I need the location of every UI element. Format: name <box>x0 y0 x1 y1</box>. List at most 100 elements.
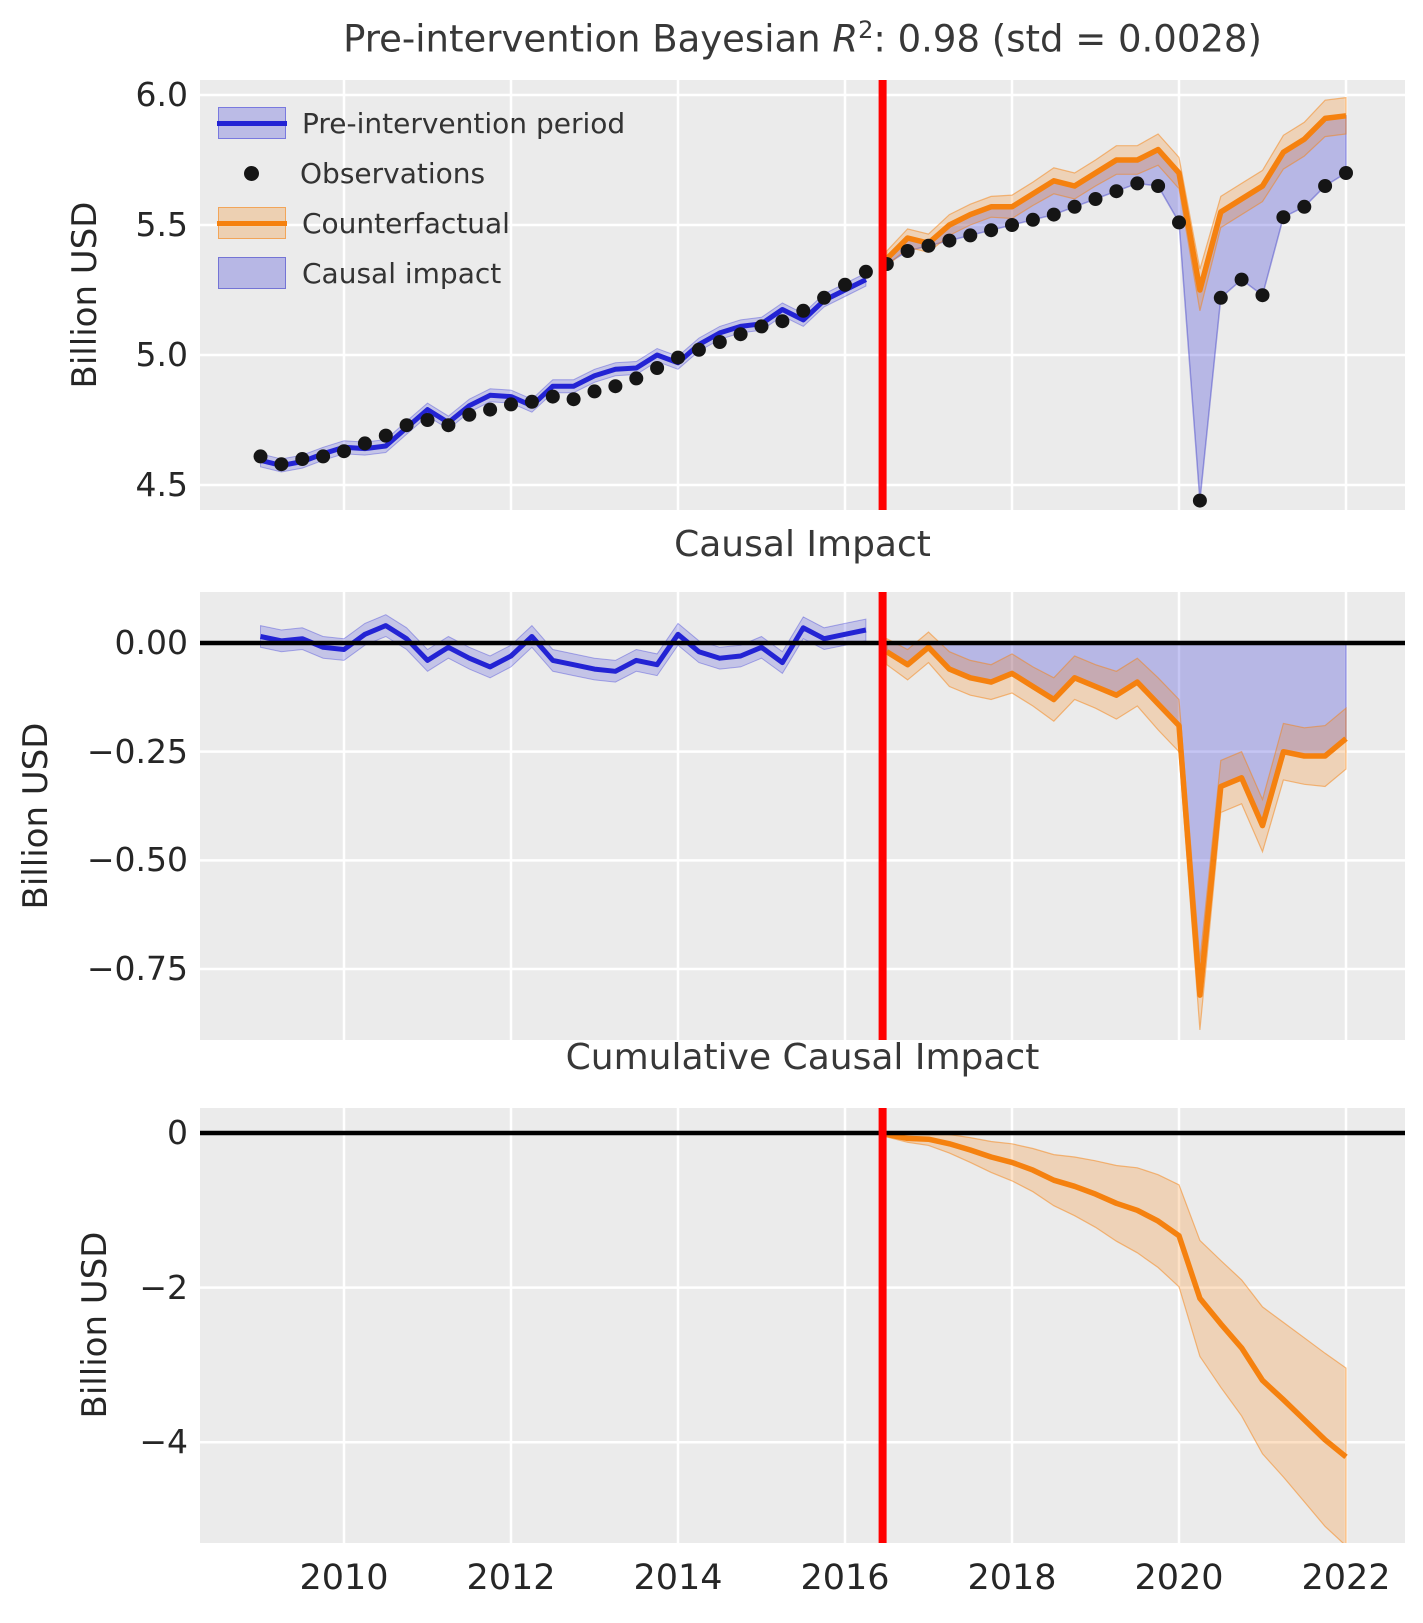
observation-dot <box>1130 176 1145 191</box>
y-tick-label: 0.00 <box>114 623 188 662</box>
observation-dot <box>399 418 414 433</box>
observation-dot <box>629 371 644 386</box>
observation-dot <box>733 327 748 342</box>
observations-swatch-icon <box>218 158 284 188</box>
observation-dot <box>1005 218 1019 232</box>
legend-item-pre-intervention: Pre-intervention period <box>217 98 625 148</box>
counterfactual-swatch-icon <box>217 207 287 239</box>
panel-bottom-title: Cumulative Causal Impact <box>565 1037 1040 1078</box>
legend: Pre-intervention period Observations Cou… <box>217 98 625 298</box>
y-tick-label: −0.75 <box>86 949 188 988</box>
observation-dot <box>1109 184 1124 199</box>
observation-dot <box>921 238 936 253</box>
legend-item-counterfactual: Counterfactual <box>217 198 625 248</box>
y-tick-label: −4 <box>139 1422 188 1461</box>
observation-dot <box>838 277 852 292</box>
observation-dot <box>796 303 811 318</box>
observation-dot <box>441 418 456 433</box>
observation-dot <box>483 402 498 417</box>
x-tick-label: 2012 <box>466 1558 556 1598</box>
observation-dot <box>1172 215 1186 230</box>
observation-dot <box>1067 199 1082 214</box>
observation-dot <box>357 436 372 451</box>
title-r-symbol: R <box>832 17 859 61</box>
observation-dot <box>1318 179 1333 193</box>
pre-intervention-swatch-icon <box>217 107 287 139</box>
impact-pre-line <box>259 623 867 674</box>
y-tick-label: 5.0 <box>135 335 188 374</box>
observation-dot <box>545 389 560 404</box>
observation-dot <box>378 428 393 443</box>
observation-dot <box>1297 199 1312 214</box>
x-tick-label: 2022 <box>1301 1558 1391 1598</box>
observation-dot <box>253 449 268 464</box>
counterfactual-line <box>884 113 1347 293</box>
observation-dot <box>1088 192 1103 206</box>
panel-bottom-plot <box>200 1108 1405 1543</box>
y-tick-label: 0 <box>167 1113 188 1152</box>
y-tick-label: 4.5 <box>135 465 188 504</box>
observation-dots <box>253 166 1353 508</box>
legend-label: Observations <box>300 156 486 190</box>
cumulative-credible-band <box>886 1131 1347 1543</box>
observation-dot <box>1046 207 1061 222</box>
observation-dot <box>462 407 477 422</box>
observation-dot <box>337 444 351 459</box>
panel-middle-plot <box>200 592 1405 1040</box>
observation-dot <box>1192 493 1207 508</box>
observation-dot <box>754 319 769 334</box>
x-tick-label: 2020 <box>1134 1558 1224 1598</box>
legend-item-causal-impact: Causal impact <box>218 248 625 298</box>
x-tick-label: 2018 <box>967 1558 1057 1598</box>
x-tick-label: 2014 <box>633 1558 723 1598</box>
title-suffix: : 0.98 (std = 0.0028) <box>873 17 1262 61</box>
observation-dot <box>963 228 978 243</box>
y-tick-label: 6.0 <box>135 75 188 114</box>
observation-dot <box>295 452 310 466</box>
title-prefix: Pre-intervention Bayesian <box>343 17 833 61</box>
counterfactual-credible-band <box>886 96 1347 311</box>
observation-dot <box>1213 290 1228 305</box>
observation-dot <box>608 379 623 394</box>
y-tick-label: −0.50 <box>86 840 188 879</box>
x-tick-label: 2016 <box>800 1558 890 1598</box>
y-axis-label-bottom: Billion USD <box>75 1231 115 1419</box>
y-tick-label: −2 <box>139 1268 188 1307</box>
observation-dot <box>775 314 790 329</box>
observation-dot <box>274 457 289 472</box>
observation-dot <box>900 244 915 258</box>
observation-dot <box>942 233 957 248</box>
observation-dot <box>524 394 539 409</box>
panel-top-plot <box>200 80 1405 510</box>
observation-dot <box>316 449 331 464</box>
observation-dot <box>420 413 435 427</box>
observation-dot <box>858 264 873 279</box>
observation-dot <box>504 397 518 412</box>
panel-top-title: Pre-intervention Bayesian R2: 0.98 (std … <box>200 16 1405 60</box>
y-tick-label: −0.25 <box>86 732 188 771</box>
legend-label: Counterfactual <box>302 206 510 240</box>
observation-dot <box>984 223 999 238</box>
observation-dot <box>566 392 581 407</box>
observation-dot <box>817 290 832 305</box>
observation-dot <box>1276 210 1291 225</box>
impact-post-credible-band <box>886 631 1347 1030</box>
impact-post-line <box>885 644 1348 998</box>
observation-dot <box>1255 288 1270 303</box>
observation-dot <box>1025 212 1040 227</box>
panel-middle-title: Causal Impact <box>674 524 931 565</box>
observation-dot <box>587 384 602 399</box>
y-tick-label: 5.5 <box>135 205 188 244</box>
observation-dot <box>671 350 685 365</box>
title-r-superscript: 2 <box>858 16 874 44</box>
observation-dot <box>1339 166 1353 180</box>
observation-dot <box>712 335 727 349</box>
observation-dot <box>1151 179 1166 193</box>
panel-bottom-background <box>200 1108 1405 1543</box>
cumulative-impact-line <box>886 1131 1348 1460</box>
grid-top <box>200 80 1405 510</box>
observation-dot <box>691 342 706 357</box>
x-tick-label: 2010 <box>299 1558 389 1598</box>
